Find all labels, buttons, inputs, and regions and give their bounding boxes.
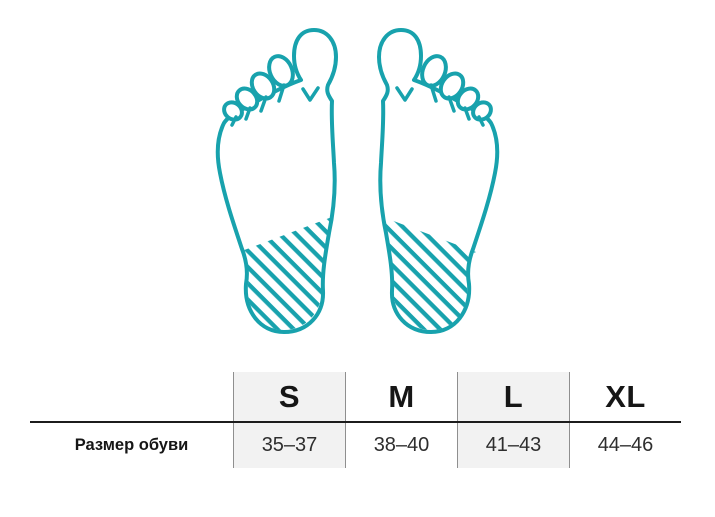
size-range-l: 41–43 (485, 433, 542, 456)
size-range-m: 38–40 (373, 433, 430, 456)
size-column-l: L 41–43 (457, 372, 569, 468)
size-header-xl: XL (605, 379, 646, 414)
size-table: Размер обуви S 35–37 M 38–40 L 41–43 XL … (30, 372, 681, 468)
size-column-xl: XL 44–46 (569, 372, 681, 468)
size-range-xl: 44–46 (597, 433, 654, 456)
feet-soles-illustration (215, 28, 500, 334)
size-header-l: L (503, 379, 524, 414)
table-horizontal-rule (30, 421, 681, 423)
size-table-label-column: Размер обуви (30, 372, 233, 468)
label-column-header-spacer (30, 372, 233, 422)
size-column-m: M 38–40 (345, 372, 457, 468)
size-range-s: 35–37 (261, 433, 318, 456)
size-header-s: S (278, 379, 301, 414)
row-label-shoe-size: Размер обуви (74, 435, 189, 454)
size-column-s: S 35–37 (233, 372, 345, 468)
size-header-m: M (388, 379, 415, 414)
